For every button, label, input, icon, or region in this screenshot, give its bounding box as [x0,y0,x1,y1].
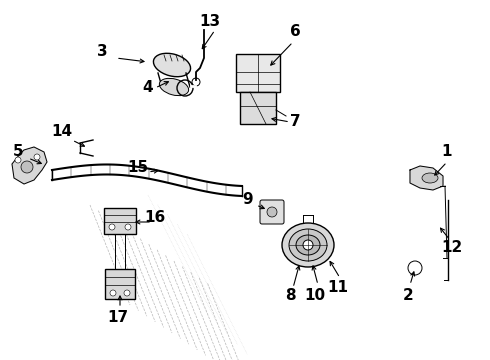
FancyBboxPatch shape [240,92,276,124]
Text: 4: 4 [143,81,153,95]
Text: 17: 17 [107,310,128,325]
Ellipse shape [296,235,320,255]
Circle shape [124,290,130,296]
Text: 11: 11 [327,280,348,296]
Polygon shape [12,147,47,184]
FancyBboxPatch shape [236,54,280,92]
FancyBboxPatch shape [105,269,135,299]
Circle shape [110,290,116,296]
Text: 3: 3 [97,45,107,59]
Text: 7: 7 [290,114,300,130]
Text: 12: 12 [441,240,463,256]
Ellipse shape [153,53,191,77]
FancyBboxPatch shape [104,208,136,234]
Text: 8: 8 [285,288,295,302]
Circle shape [125,224,131,230]
Circle shape [34,154,40,160]
Ellipse shape [289,229,327,261]
Text: 15: 15 [127,161,148,175]
Circle shape [21,161,33,173]
Polygon shape [410,166,443,190]
Text: 1: 1 [442,144,452,159]
Ellipse shape [159,78,189,96]
Text: 14: 14 [51,125,73,139]
Text: 9: 9 [243,193,253,207]
Ellipse shape [282,223,334,267]
Circle shape [109,224,115,230]
Text: 5: 5 [13,144,24,159]
Circle shape [15,157,21,163]
Text: 13: 13 [199,14,220,30]
Text: 2: 2 [403,288,414,303]
Text: 16: 16 [145,211,166,225]
Circle shape [267,207,277,217]
Circle shape [303,240,313,250]
Text: 6: 6 [290,24,300,40]
FancyBboxPatch shape [260,200,284,224]
Ellipse shape [422,173,438,183]
Text: 10: 10 [304,288,325,302]
